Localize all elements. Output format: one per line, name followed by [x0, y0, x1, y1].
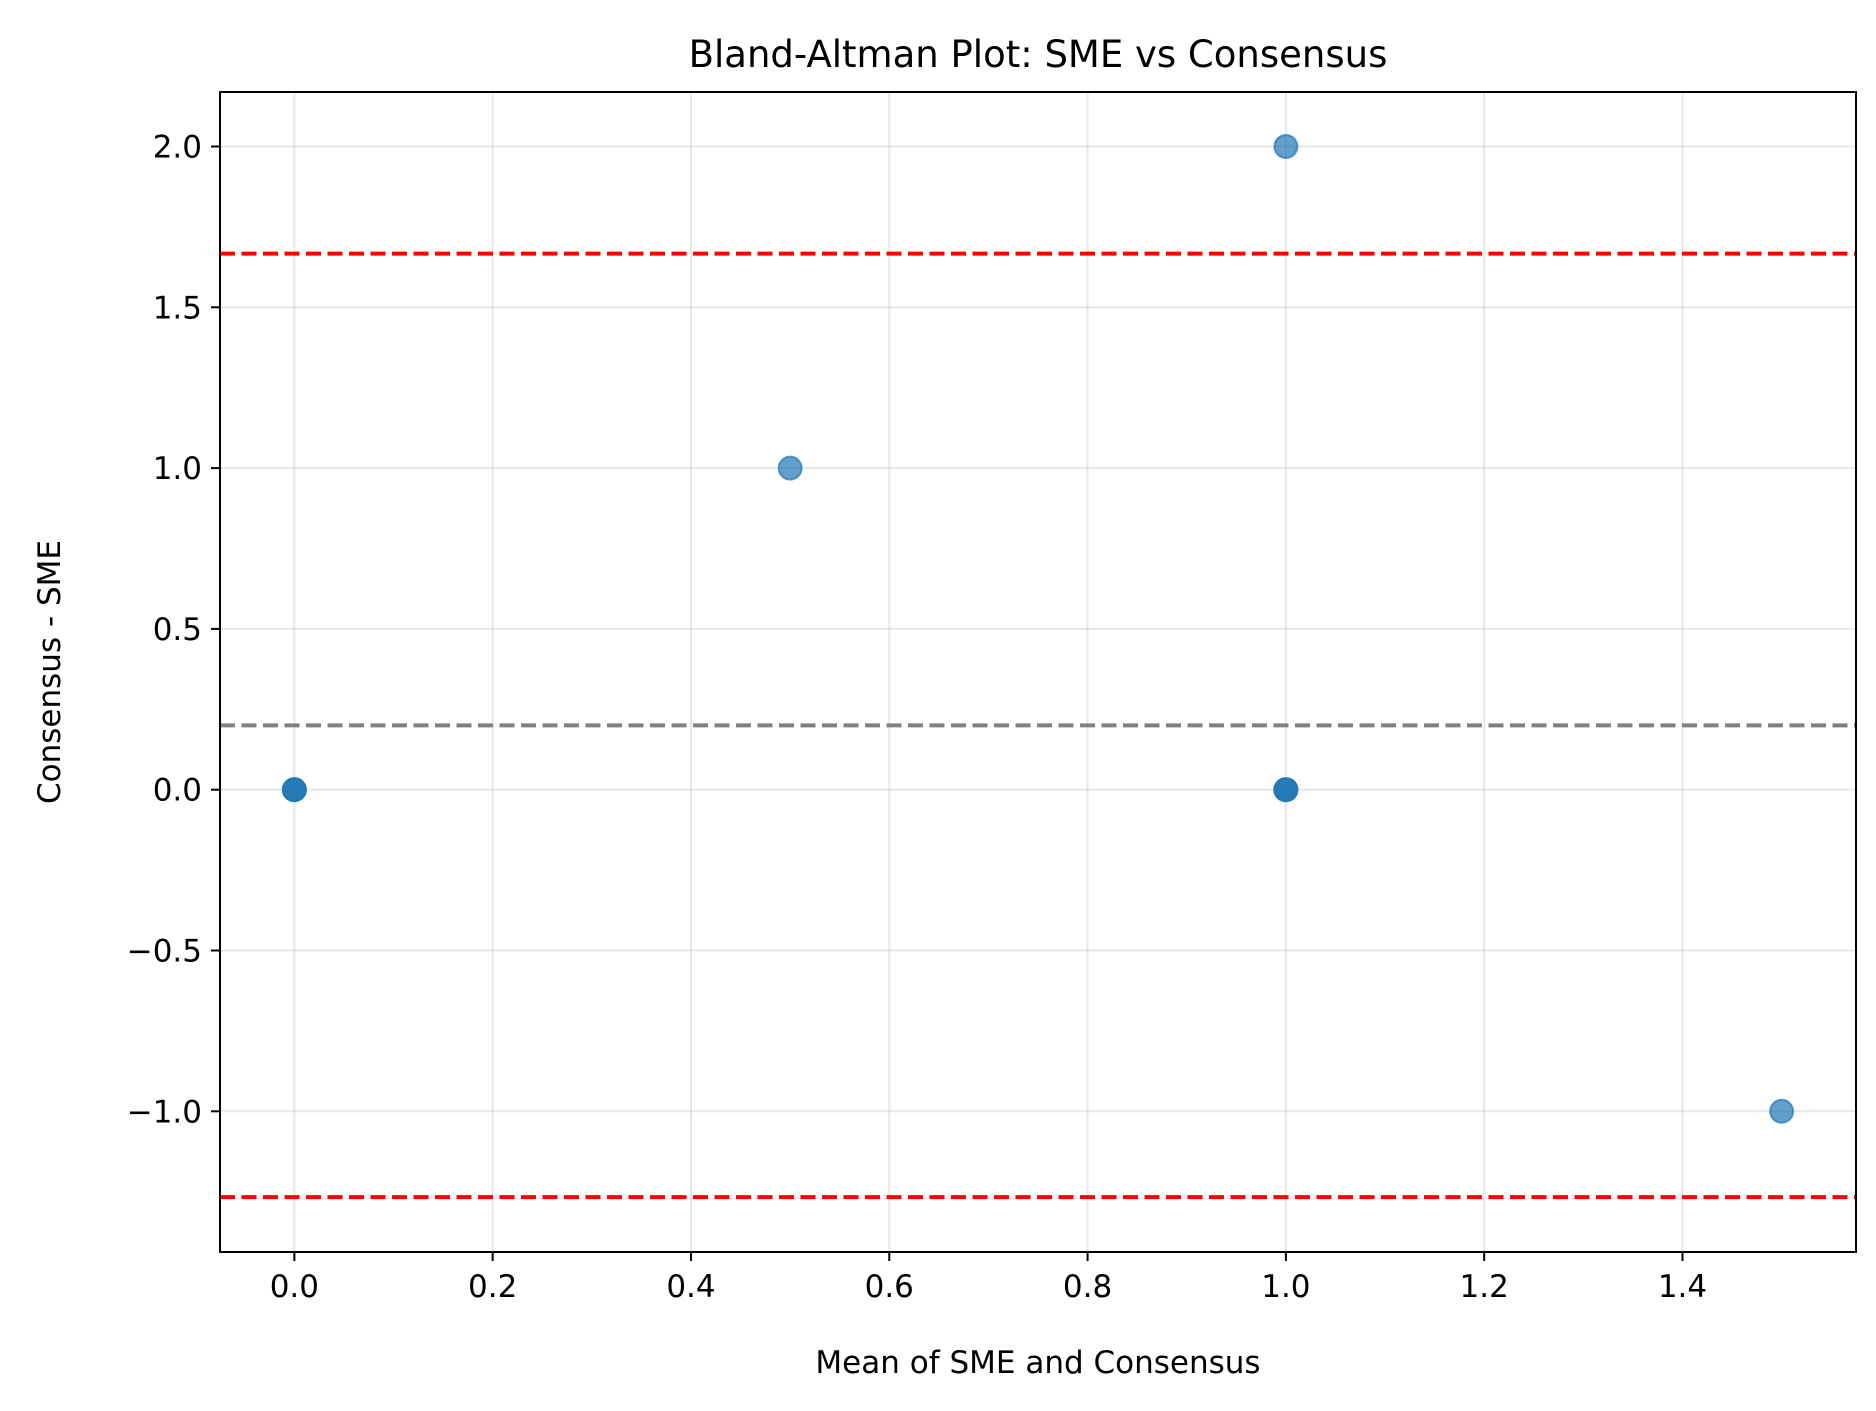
y-tick-label: 0.0 — [153, 773, 202, 809]
x-axis-ticks: 0.0 0.2 0.4 0.6 0.8 1.0 1.2 1.4 — [270, 1252, 1707, 1305]
y-tick-label: 0.5 — [153, 612, 202, 648]
data-point — [1273, 134, 1299, 160]
data-point — [1273, 777, 1299, 803]
data-points — [281, 134, 1795, 1124]
y-tick-label: 1.5 — [153, 290, 202, 326]
x-tick-label: 1.2 — [1460, 1269, 1509, 1305]
data-point — [777, 455, 803, 481]
y-axis-label: Consensus - SME — [32, 540, 68, 804]
y-tick-label: 2.0 — [153, 130, 202, 166]
x-tick-label: 0.0 — [270, 1269, 319, 1305]
chart-title: Bland-Altman Plot: SME vs Consensus — [689, 33, 1388, 76]
reference-lines — [220, 251, 1856, 1200]
y-axis-ticks: −1.0 −0.5 0.0 0.5 1.0 1.5 2.0 — [127, 130, 220, 1130]
x-tick-label: 0.2 — [468, 1269, 517, 1305]
y-tick-label: −1.0 — [127, 1094, 202, 1130]
y-tick-label: 1.0 — [153, 451, 202, 487]
x-tick-label: 0.8 — [1063, 1269, 1112, 1305]
x-tick-label: 0.4 — [666, 1269, 715, 1305]
y-tick-label: −0.5 — [127, 934, 202, 970]
data-point — [1769, 1098, 1795, 1124]
data-point — [281, 777, 307, 803]
x-tick-label: 1.0 — [1261, 1269, 1310, 1305]
plot-frame — [219, 91, 1857, 1253]
x-tick-label: 1.4 — [1658, 1269, 1707, 1305]
grid-lines — [220, 92, 1856, 1252]
x-axis-label: Mean of SME and Consensus — [815, 1345, 1260, 1381]
x-tick-label: 0.6 — [865, 1269, 914, 1305]
